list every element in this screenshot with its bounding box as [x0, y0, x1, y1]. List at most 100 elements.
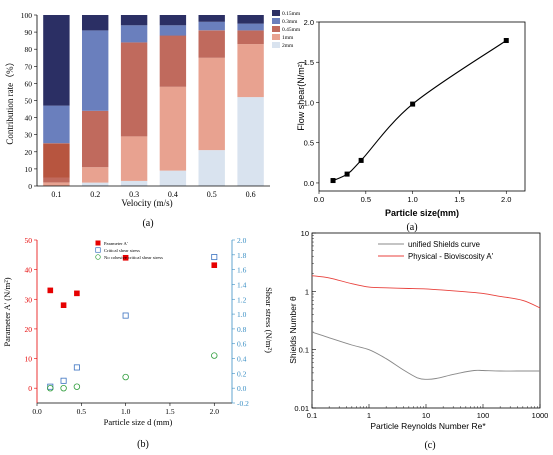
data-point: [211, 352, 218, 359]
data-point: [60, 384, 67, 392]
bar-segment: [120, 180, 148, 186]
bar-segment: [198, 15, 225, 22]
bar-segment: [43, 177, 70, 183]
y-axis-label: Shields Number θ: [288, 296, 298, 364]
data-point: [60, 302, 67, 308]
legend: unified Shields curve Physical - Biovisco…: [378, 240, 494, 261]
plot-area: [47, 254, 218, 392]
x-tick-label: 1.5: [454, 195, 464, 204]
y-tick-label: 2.0: [304, 18, 314, 27]
y-tick-label: 1.0: [304, 98, 314, 107]
axes: [34, 14, 270, 187]
data-point: [60, 377, 67, 384]
x-tick-label: 0.3: [129, 190, 139, 199]
y-tick-label: 1.5: [304, 58, 314, 67]
x-tick-label: 0.1: [51, 190, 61, 199]
legend-swatch: [272, 18, 280, 24]
x-tick-label: 0.5: [77, 407, 87, 416]
y2-tick-label: 1.4: [237, 280, 247, 289]
x-tick-labels: 0.1 0.2 0.3 0.4 0.5 0.6: [51, 190, 255, 199]
axes: [34, 239, 235, 406]
bar-segment: [237, 44, 264, 98]
y-tick-label: 100: [21, 11, 33, 20]
panel-caption: (b): [137, 439, 149, 450]
x-tick-label: 0.6: [246, 190, 256, 199]
y2-tick-label: 1.6: [237, 266, 247, 275]
series-line: [311, 275, 541, 309]
y-tick-label: 30: [25, 295, 33, 304]
bar-segment: [43, 143, 70, 178]
panel-caption: (a): [406, 222, 417, 233]
x-tick-label: 2.0: [501, 195, 511, 204]
y-tick-label: 50: [25, 97, 33, 106]
y-tick-label: 0.1: [299, 346, 309, 355]
data-point: [47, 383, 54, 390]
y-axis-label: Parameter A' (N/m²): [2, 277, 12, 346]
y2-tick-label: 0.2: [237, 369, 247, 378]
data-point: [344, 171, 350, 177]
bar-segment: [159, 35, 187, 87]
bar-segment: [159, 86, 187, 171]
y2-tick-label: 0.6: [237, 340, 247, 349]
bar-segment: [82, 182, 109, 186]
y-tick-label: 90: [25, 28, 33, 37]
y-tick-label: 30: [25, 131, 33, 140]
x-axis-label: Particle Reynolds Number Re*: [370, 421, 486, 431]
y-tick-label: 70: [25, 62, 33, 71]
axes: [311, 232, 541, 409]
data-point: [122, 373, 129, 381]
legend-swatch: [272, 34, 280, 40]
legend-marker: [95, 240, 101, 246]
y-tick-label: 10: [25, 355, 33, 364]
legend-label: 1mm: [282, 35, 294, 41]
legend-label: No cohesive critical shear stress: [104, 255, 163, 260]
y2-tick-label: 1.2: [237, 295, 247, 304]
x-tick-label: 1.5: [165, 407, 175, 416]
y-tick-label: 40: [25, 114, 33, 123]
data-point: [211, 262, 218, 268]
bar-segment: [82, 167, 109, 183]
bar-segment: [198, 150, 225, 186]
y-tick-label: 50: [25, 236, 33, 245]
y-tick-labels: 0 10 20 30 40 50 60 70 80 90 100: [21, 11, 33, 191]
bar-segment: [82, 110, 109, 168]
bar-segment: [120, 15, 148, 26]
data-point: [73, 364, 80, 371]
y2-tick-label: 0.0: [237, 384, 247, 393]
data-point: [410, 101, 416, 107]
y2-tick-label: 1.8: [237, 251, 247, 260]
y-axis-label: Flow shear(N/m²): [296, 61, 306, 131]
bar-segment: [43, 15, 70, 106]
bar-segment: [82, 30, 109, 111]
y-tick-label: 1: [305, 287, 309, 296]
bar-segment: [159, 170, 187, 186]
legend-label: 0.3mm: [282, 19, 298, 25]
bar-segment: [120, 42, 148, 137]
y2-tick-label: 2.0: [237, 236, 247, 245]
x-tick-label: 0.0: [314, 195, 324, 204]
x-axis-label: Velocity (m/s): [121, 198, 172, 208]
y-tick-label: 80: [25, 45, 33, 54]
y-tick-label: 0: [28, 182, 32, 191]
legend-marker: [95, 254, 101, 260]
legend-swatch: [272, 26, 280, 32]
legend-swatch: [272, 42, 280, 48]
data-point: [503, 38, 509, 44]
plot-area: [311, 275, 541, 380]
y2-axis-label: Shear stress (N/m²): [264, 287, 274, 353]
series-line: [332, 40, 507, 182]
y-axis-label: Contribution rate（%）: [5, 57, 15, 144]
x-tick-label: 100: [477, 411, 490, 420]
bar-segment: [237, 97, 264, 186]
y2-tick-label: 0.4: [237, 355, 247, 364]
y2-tick-label: 0.8: [237, 325, 247, 334]
tick-labels: 0.0 0.5 1.0 1.5 2.0 0 10 20 30 40 50 -0.2 0.0 0.2 0.4 0…: [25, 236, 250, 416]
y-tick-label: 60: [25, 79, 33, 88]
y2-tick-label: 1.0: [237, 310, 247, 319]
x-tick-label: 1.0: [121, 407, 131, 416]
panel-caption: (a): [142, 218, 153, 229]
bar-segment: [43, 182, 70, 186]
bar-segment: [82, 15, 109, 31]
